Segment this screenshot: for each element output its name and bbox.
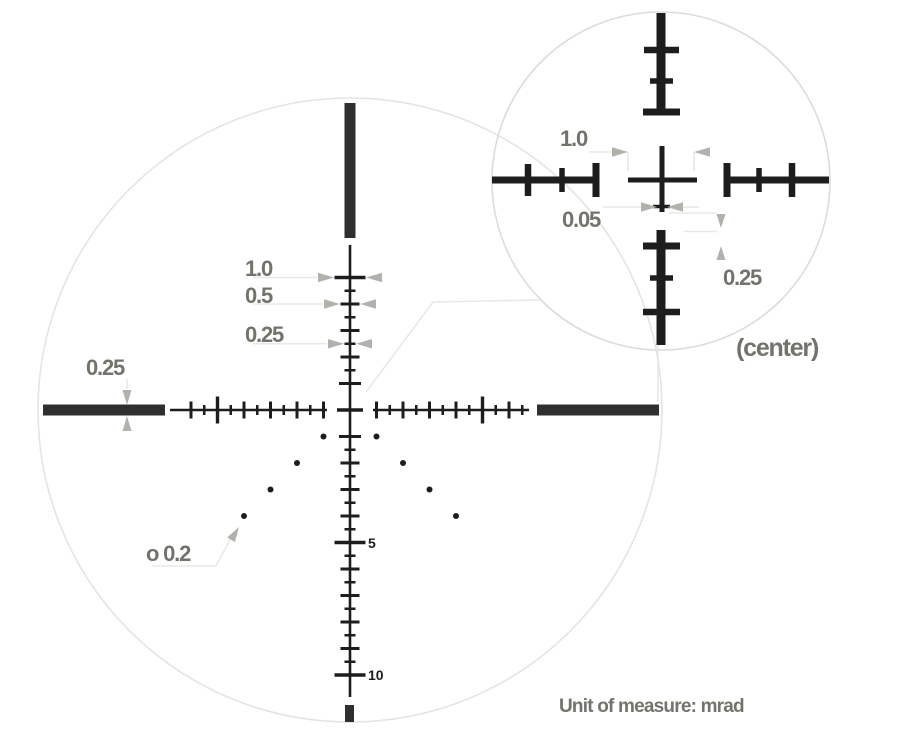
ranging-dot [241, 513, 247, 519]
dimension-arrow [318, 272, 334, 283]
dimension-arrow [328, 338, 344, 349]
ranging-dot [294, 460, 300, 466]
dimension-arrow [324, 299, 340, 309]
dimension-arrow [356, 338, 372, 349]
detail-left-post [492, 176, 597, 184]
ranging-dot [320, 433, 327, 440]
detail-caption: (center) [736, 334, 819, 362]
ranging-dot [453, 513, 459, 519]
ranging-dot [267, 486, 274, 493]
detail-line-thickness-label: 0.05 [562, 207, 601, 232]
right-post [537, 404, 659, 416]
detail-gap-label: 0.25 [723, 265, 762, 290]
bottom-post-stub [345, 705, 354, 722]
detail-bottom-post [656, 230, 666, 345]
dot-diameter-label: o 0.2 [146, 541, 191, 566]
top-post [344, 103, 356, 238]
dimension-arrow [122, 416, 132, 431]
tick-width-label-halfmrad: 0.5 [245, 283, 273, 308]
dimension-arrow [612, 147, 628, 157]
left-post [43, 404, 165, 416]
unit-of-measure-note: Unit of measure: mrad [559, 696, 744, 717]
dimension-arrow [641, 202, 657, 212]
leader-line [152, 537, 232, 567]
dimension-arrow [366, 272, 382, 283]
dimension-arrow [227, 527, 239, 543]
dimension-arrow [716, 214, 726, 228]
main-reticle [43, 103, 659, 722]
detail-top-post [656, 13, 666, 113]
tick-width-label-1mrad: 1.0 [245, 256, 273, 281]
measurement-arrows [122, 147, 726, 567]
dimension-arrow [667, 202, 683, 212]
ranging-dot [373, 433, 380, 440]
ranging-dot [400, 460, 406, 466]
tick-width-label-quartermrad: 0.25 [245, 322, 284, 347]
dimension-arrow [122, 390, 132, 405]
post-width-label: 0.25 [86, 355, 125, 380]
zoom-callout-line [365, 299, 541, 393]
detail-hash-spacing-label: 1.0 [560, 126, 588, 151]
detail-right-post [726, 176, 829, 184]
holdover-number-10: 10 [368, 667, 384, 683]
dimension-arrow [360, 299, 376, 309]
holdover-number-5: 5 [368, 535, 376, 551]
detail-center-reticle [492, 13, 829, 345]
callout-lines [365, 299, 659, 402]
ranging-dot [426, 486, 433, 493]
dimension-arrow [716, 246, 726, 260]
dimension-arrow [694, 147, 710, 157]
